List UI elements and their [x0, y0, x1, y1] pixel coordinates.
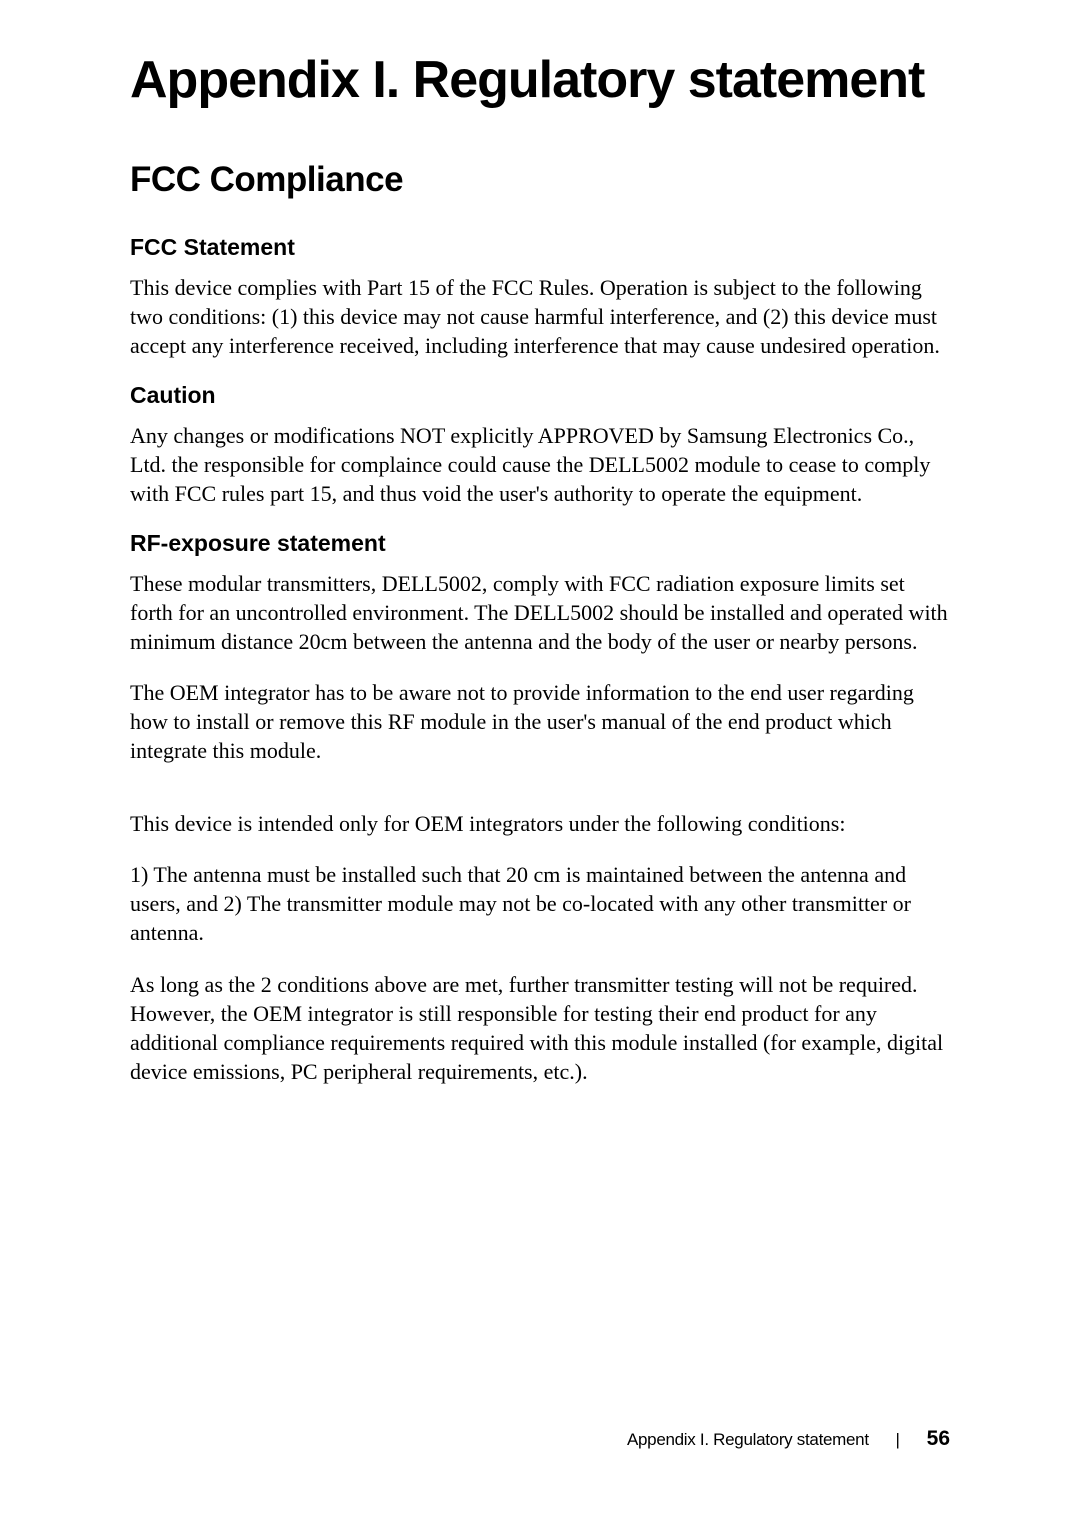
- document-page: Appendix I. Regulatory statement FCC Com…: [0, 0, 1080, 1086]
- section-heading: FCC Compliance: [130, 160, 950, 200]
- body-paragraph: This device is intended only for OEM int…: [130, 809, 950, 838]
- footer-title: Appendix I. Regulatory statement: [627, 1430, 869, 1449]
- body-paragraph: The OEM integrator has to be aware not t…: [130, 678, 950, 765]
- sub-heading-fcc-statement: FCC Statement: [130, 234, 950, 261]
- body-paragraph: 1) The antenna must be installed such th…: [130, 860, 950, 947]
- body-paragraph: Any changes or modifications NOT explici…: [130, 421, 950, 508]
- body-paragraph: As long as the 2 conditions above are me…: [130, 970, 950, 1086]
- body-paragraph: These modular transmitters, DELL5002, co…: [130, 569, 950, 656]
- page-footer: Appendix I. Regulatory statement | 56: [627, 1427, 950, 1451]
- sub-heading-rf-exposure: RF-exposure statement: [130, 530, 950, 557]
- footer-separator: |: [895, 1430, 899, 1449]
- footer-page-number: 56: [927, 1427, 950, 1450]
- page-title: Appendix I. Regulatory statement: [130, 50, 950, 110]
- body-paragraph: This device complies with Part 15 of the…: [130, 273, 950, 360]
- sub-heading-caution: Caution: [130, 382, 950, 409]
